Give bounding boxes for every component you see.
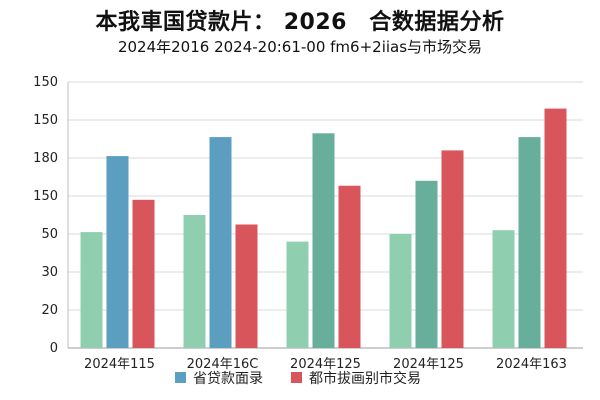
y-tick-label: 150: [33, 113, 58, 128]
legend-label: 都市拔画别市交易: [309, 370, 421, 387]
x-tick-label: 2024年163: [496, 357, 567, 372]
x-tick-label: 2024年125: [393, 357, 464, 372]
bar: [338, 185, 361, 348]
y-tick-label: 150: [33, 75, 58, 90]
y-tick-label: 180: [33, 151, 58, 166]
bar: [415, 180, 438, 348]
x-tick-label: 2024年115: [84, 357, 155, 372]
bar: [286, 241, 309, 348]
x-tick-label: 2024年125: [290, 357, 361, 372]
y-tick-label: 20: [41, 303, 58, 318]
legend-label: 省贷款面录: [193, 371, 263, 387]
bar: [183, 215, 206, 348]
bar: [312, 133, 335, 348]
bar: [235, 224, 258, 348]
chart-subtitle: 2024年2016 2024-20:61-00 fm6+2iias与市场交易: [117, 38, 483, 56]
y-tick-label: 30: [41, 265, 58, 280]
bar: [544, 108, 567, 348]
bar: [132, 199, 155, 348]
bar: [441, 150, 464, 348]
legend-swatch: [175, 372, 186, 383]
x-tick-label: 2024年16C: [187, 357, 259, 372]
y-tick-label: 0: [50, 341, 58, 356]
chart-title: 本我車国贷款片： 2026 合数据据分析: [95, 10, 505, 35]
bar: [209, 137, 232, 348]
bar: [492, 230, 515, 348]
legend-swatch: [291, 372, 302, 383]
bar: [106, 156, 129, 348]
bar: [389, 234, 412, 348]
bar: [80, 232, 103, 348]
bar: [518, 137, 541, 348]
y-tick-label: 150: [33, 189, 58, 204]
y-tick-label: 50: [41, 227, 58, 242]
